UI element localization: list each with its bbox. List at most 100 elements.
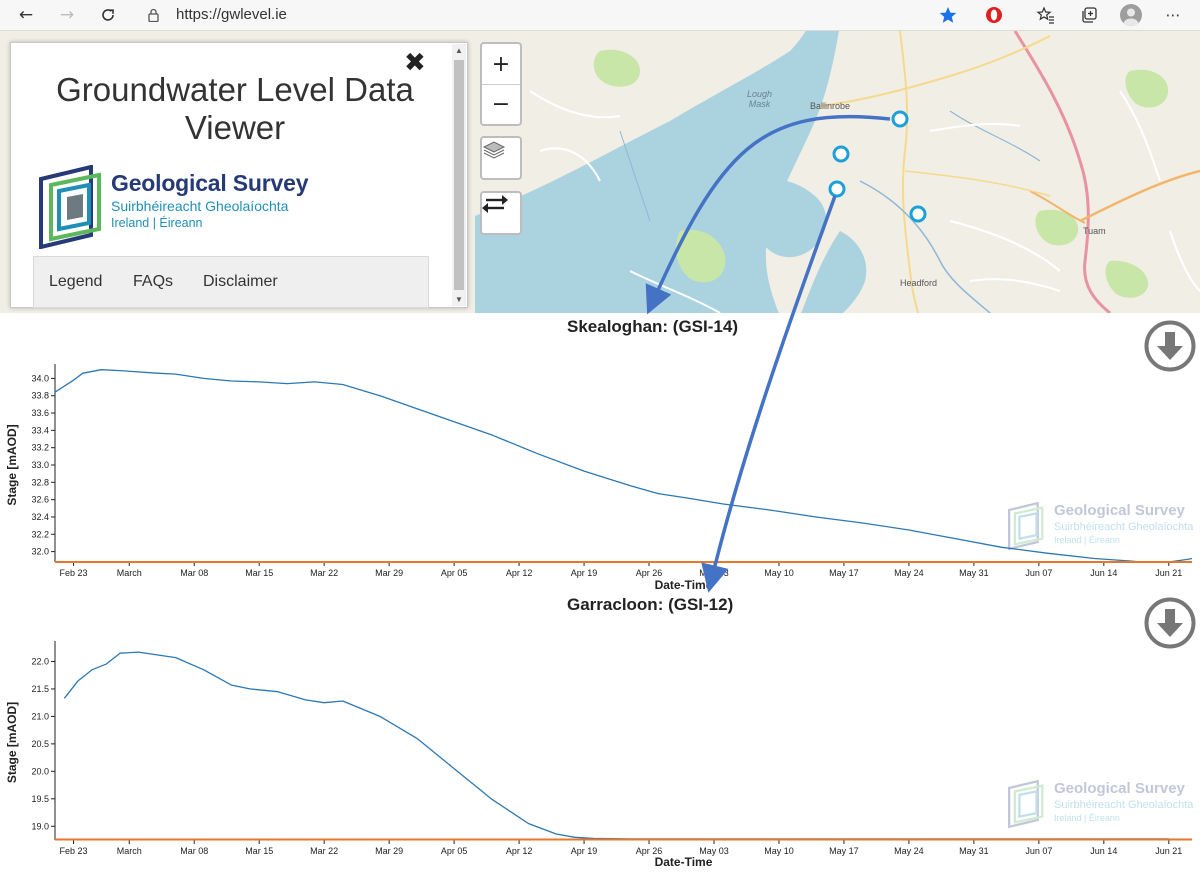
side-panel: ✖ Groundwater Level Data Viewer Geologic… (10, 42, 468, 308)
x-tick-label: Mar 08 (180, 568, 208, 578)
y-axis-title: Stage [mAOD] (5, 424, 19, 505)
y-tick-label: 32.2 (31, 529, 49, 539)
address-bar[interactable]: https://gwlevel.ie (176, 6, 287, 23)
watermark-org-name: Geological Survey (1054, 780, 1185, 797)
y-tick-label: 21.0 (31, 711, 49, 721)
y-tick-label: 19.0 (31, 821, 49, 831)
map-label-ballinrobe: Ballinrobe (810, 101, 851, 111)
y-axis-title: Stage [mAOD] (5, 702, 19, 783)
x-tick-label: Apr 19 (571, 568, 598, 578)
x-tick-label: Mar 22 (310, 568, 338, 578)
nav-legend[interactable]: Legend (49, 273, 103, 290)
x-tick-label: Feb 23 (60, 846, 88, 856)
y-tick-label: 32.6 (31, 495, 49, 505)
x-tick-label: Apr 12 (506, 568, 533, 578)
collections-icon[interactable] (1076, 3, 1102, 27)
x-tick-label: May 17 (829, 568, 859, 578)
forward-icon: → (59, 5, 75, 25)
x-tick-label: May 24 (894, 568, 924, 578)
y-tick-label: 33.8 (31, 391, 49, 401)
y-tick-label: 33.2 (31, 443, 49, 453)
stage-series-line (54, 369, 1193, 563)
x-tick-label: Jun 07 (1025, 568, 1052, 578)
map-label-lough-mask: Lough Mask (747, 89, 773, 109)
layers-icon (482, 141, 506, 159)
lock-icon[interactable] (148, 8, 159, 22)
gsi-watermark-icon (1008, 501, 1044, 551)
watermark-org-irish: Suirbhéireacht Gheolaíochta (1054, 521, 1194, 533)
x-tick-label: May 10 (764, 846, 794, 856)
y-tick-label: 33.4 (31, 425, 49, 435)
close-icon[interactable]: ✖ (404, 48, 426, 78)
x-tick-label: Jun 21 (1155, 568, 1182, 578)
zoom-out-button[interactable]: − (482, 84, 520, 124)
panel-scrollbar[interactable]: ▲ ▼ (452, 44, 466, 306)
x-tick-label: Apr 19 (571, 846, 598, 856)
watermark-org-country: Ireland | Éireann (1054, 535, 1120, 545)
scrollbar-thumb[interactable] (454, 60, 464, 290)
favorite-star-icon[interactable] (935, 3, 961, 27)
stage-series-line (63, 651, 1169, 840)
x-tick-label: March (117, 846, 142, 856)
map-label-headford: Headford (900, 278, 938, 288)
scroll-up-icon[interactable]: ▲ (455, 46, 463, 55)
favorites-list-icon[interactable] (1033, 3, 1059, 27)
reload-icon[interactable] (95, 3, 121, 27)
x-tick-label: May 31 (959, 568, 989, 578)
page-title: Groundwater Level Data Viewer (56, 71, 414, 146)
zoom-control: + − (480, 42, 522, 126)
y-tick-label: 32.8 (31, 477, 49, 487)
back-icon[interactable]: ← (18, 5, 34, 25)
x-tick-label: May 03 (699, 846, 729, 856)
gsi-watermark-icon (1008, 779, 1044, 829)
x-tick-label: Mar 15 (245, 568, 273, 578)
x-tick-label: Apr 05 (441, 846, 468, 856)
x-tick-label: Mar 29 (375, 846, 403, 856)
org-name-irish: Suirbhéireacht Gheolaíochta (111, 198, 289, 214)
watermark-org-country: Ireland | Éireann (1054, 813, 1120, 823)
org-country: Ireland | Éireann (111, 216, 203, 230)
x-tick-label: Apr 26 (636, 568, 663, 578)
scroll-down-icon[interactable]: ▼ (455, 295, 463, 304)
x-tick-label: Mar 15 (245, 846, 273, 856)
x-tick-label: Feb 23 (60, 568, 88, 578)
y-tick-label: 33.6 (31, 408, 49, 418)
download-icon[interactable] (1144, 320, 1196, 372)
download-icon[interactable] (1144, 597, 1196, 649)
watermark-logo: Geological Survey Suirbhéireacht Gheolaí… (1008, 501, 1198, 552)
y-tick-label: 34.0 (31, 373, 49, 383)
x-tick-label: Mar 22 (310, 846, 338, 856)
y-tick-label: 32.0 (31, 547, 49, 557)
watermark-logo: Geological Survey Suirbhéireacht Gheolaí… (1008, 779, 1198, 830)
y-tick-label: 19.5 (31, 794, 49, 804)
swap-button[interactable] (482, 193, 520, 233)
x-axis-title: Date-Time (655, 855, 713, 869)
swap-arrows-icon (482, 195, 508, 213)
chart-title-garracloon: Garracloon: (GSI-12) (567, 595, 734, 614)
zoom-in-button[interactable]: + (491, 51, 511, 77)
x-tick-label: May 31 (959, 846, 989, 856)
layers-button[interactable] (482, 138, 520, 178)
watermark-org-name: Geological Survey (1054, 502, 1185, 519)
y-tick-label: 20.0 (31, 766, 49, 776)
y-tick-label: 21.5 (31, 684, 49, 694)
x-tick-label: Jun 14 (1090, 846, 1117, 856)
gsi-logo-icon (39, 165, 101, 249)
x-tick-label: Mar 08 (180, 846, 208, 856)
more-icon[interactable]: ⋯ (1165, 6, 1181, 24)
y-tick-label: 22.0 (31, 656, 49, 666)
profile-icon[interactable] (1120, 4, 1142, 26)
x-tick-label: March (117, 568, 142, 578)
y-tick-label: 33.0 (31, 460, 49, 470)
watermark-org-irish: Suirbhéireacht Gheolaíochta (1054, 799, 1194, 811)
nav-disclaimer[interactable]: Disclaimer (203, 273, 278, 290)
opera-icon[interactable] (981, 3, 1007, 27)
x-tick-label: Apr 12 (506, 846, 533, 856)
x-tick-label: Apr 26 (636, 846, 663, 856)
nav-faqs[interactable]: FAQs (133, 273, 174, 290)
x-tick-label: Mar 29 (375, 568, 403, 578)
panel-nav: Legend FAQs Disclaimer (33, 256, 429, 308)
y-tick-label: 32.4 (31, 512, 49, 522)
